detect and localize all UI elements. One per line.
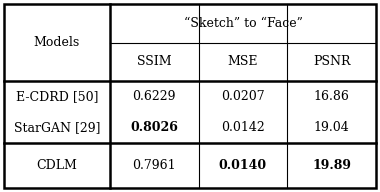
Text: Models: Models [34,36,80,49]
Text: 0.6229: 0.6229 [133,90,176,103]
Text: 16.86: 16.86 [314,90,350,103]
Text: SSIM: SSIM [137,55,172,68]
Text: 19.04: 19.04 [314,121,350,134]
Text: PSNR: PSNR [313,55,350,68]
Text: 0.0207: 0.0207 [221,90,265,103]
Text: StarGAN [29]: StarGAN [29] [14,121,100,134]
Text: E-CDRD [50]: E-CDRD [50] [16,90,98,103]
Text: 19.89: 19.89 [312,159,351,172]
Text: 0.0140: 0.0140 [219,159,267,172]
Text: 0.8026: 0.8026 [130,121,178,134]
Text: CDLM: CDLM [36,159,77,172]
Text: MSE: MSE [228,55,258,68]
Text: “Sketch” to “Face”: “Sketch” to “Face” [184,17,302,30]
Text: 0.7961: 0.7961 [133,159,176,172]
Text: 0.0142: 0.0142 [221,121,265,134]
